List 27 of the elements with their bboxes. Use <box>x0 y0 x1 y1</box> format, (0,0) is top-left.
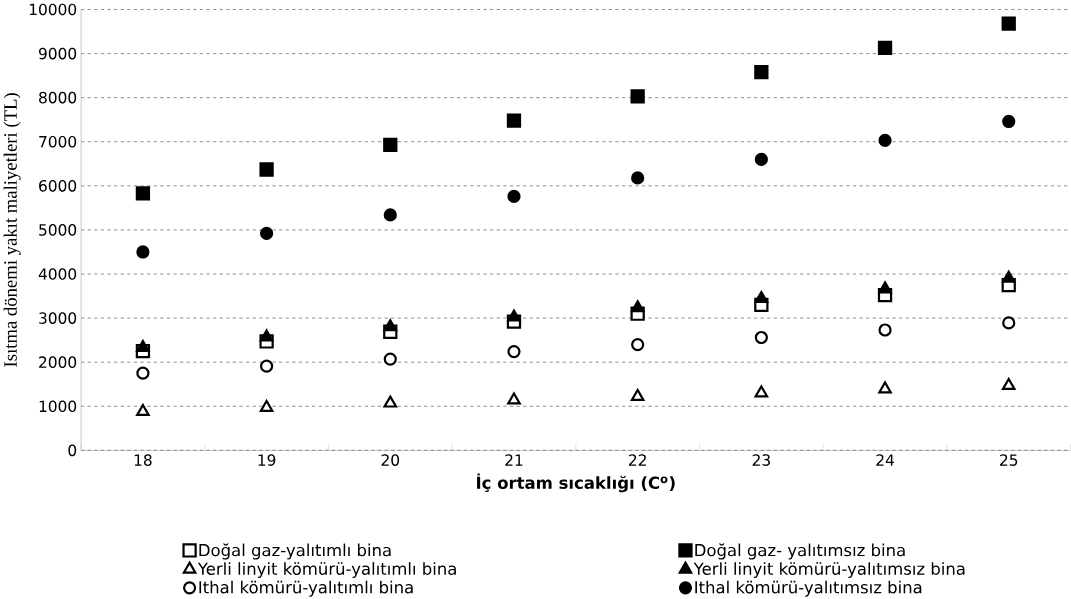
x-tick-label: 22 <box>628 454 646 466</box>
x-tick-label: 25 <box>1000 454 1018 466</box>
x-tick-label: 21 <box>505 454 523 466</box>
y-tick-label: 5000 <box>39 223 77 236</box>
y-tick-label: 3000 <box>39 312 77 324</box>
y-tick-label: 9000 <box>38 47 77 60</box>
y-tick-label: 10000 <box>29 3 77 16</box>
legend-label: Yerli linyit kömürü-yalıtımlı bina <box>197 562 456 578</box>
y-tick-label: 4000 <box>38 268 77 280</box>
y-tick-label: 2000 <box>39 356 77 368</box>
legend-label: Doğal gaz-yalıtımlı bina <box>199 543 391 560</box>
y-tick-label: 6000 <box>39 179 77 192</box>
x-tick-label: 24 <box>876 454 894 466</box>
legend-label: Yerli linyit kömürü-yalıtımsız bina <box>693 562 965 578</box>
y-tick-label: 1000 <box>39 400 77 412</box>
y-tick-label: 7000 <box>39 135 77 148</box>
y-tick-label: 0 <box>68 444 77 457</box>
legend-label: Doğal gaz- yalıtımsız bina <box>695 543 905 560</box>
x-axis-title: İç ortam sıcaklığı (C$^{o}$) <box>477 473 675 493</box>
legend-label: Ithal kömürü-yalıtımlı bina <box>199 580 413 597</box>
x-tick-label: 19 <box>258 454 276 466</box>
x-tick-label: 23 <box>752 454 770 466</box>
y-axis-title: Isıtma dönemi yakıt maliyetleri (TL) <box>3 93 21 367</box>
y-tick-label: 8000 <box>39 91 77 104</box>
x-tick-label: 18 <box>134 454 152 466</box>
legend-label: Ithal kömürü-yalıtımsız bina <box>695 580 922 597</box>
x-tick-label: 20 <box>381 454 400 466</box>
